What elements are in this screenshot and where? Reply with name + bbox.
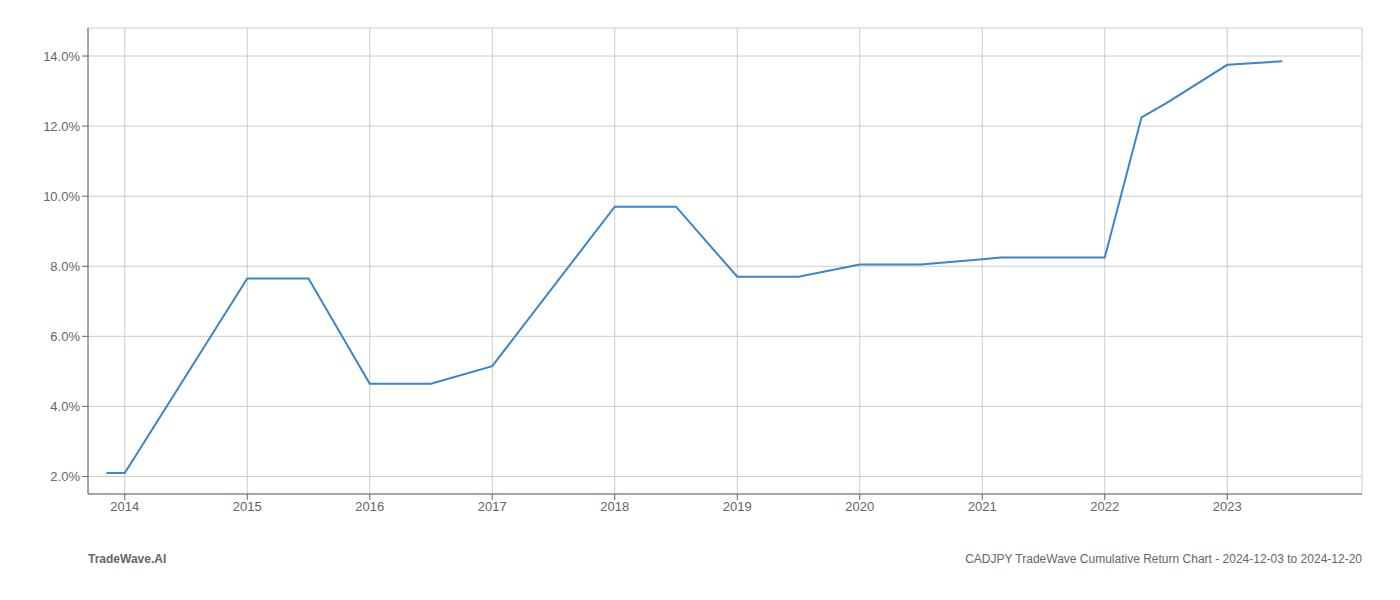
svg-text:2017: 2017 — [478, 499, 507, 514]
svg-text:14.0%: 14.0% — [43, 49, 80, 64]
svg-text:8.0%: 8.0% — [50, 259, 80, 274]
svg-text:2021: 2021 — [968, 499, 997, 514]
html-text:CADJPY TradeWave Cumulative Re: CADJPY TradeWave Cumulative Return Chart… — [965, 552, 1362, 566]
svg-text:2020: 2020 — [845, 499, 874, 514]
svg-text:10.0%: 10.0% — [43, 189, 80, 204]
svg-text:2015: 2015 — [233, 499, 262, 514]
svg-text:2014: 2014 — [110, 499, 139, 514]
svg-text:2019: 2019 — [723, 499, 752, 514]
svg-text:2018: 2018 — [600, 499, 629, 514]
svg-text:4.0%: 4.0% — [50, 399, 80, 414]
svg-text:6.0%: 6.0% — [50, 329, 80, 344]
html-text:TradeWave.AI: TradeWave.AI — [88, 552, 167, 566]
svg-text:2022: 2022 — [1090, 499, 1119, 514]
svg-text:2023: 2023 — [1213, 499, 1242, 514]
svg-text:2016: 2016 — [355, 499, 384, 514]
svg-text:12.0%: 12.0% — [43, 119, 80, 134]
svg-text:2.0%: 2.0% — [50, 469, 80, 484]
